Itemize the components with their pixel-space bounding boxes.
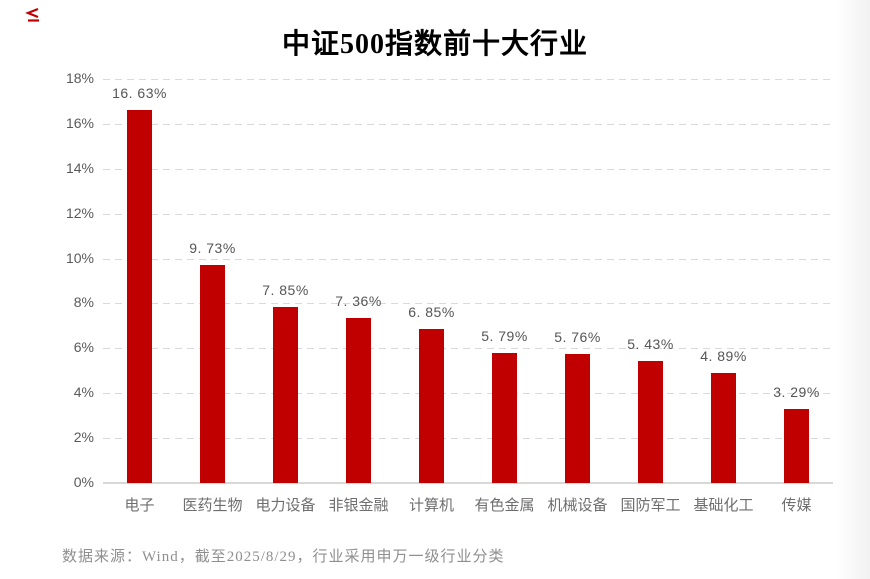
category-label: 非银金融 (328, 498, 389, 514)
gridline (103, 79, 833, 80)
bar-value-label: 4. 89% (700, 348, 747, 365)
bar-value-label: 16. 63% (112, 84, 167, 101)
gridline (103, 258, 833, 260)
category-label: 国防军工 (620, 498, 681, 514)
gridline (103, 348, 833, 350)
x-axis-baseline (103, 482, 833, 484)
category-label: 传媒 (781, 498, 812, 514)
bar-value-label: 5. 43% (627, 336, 674, 353)
bar (565, 353, 590, 483)
bar (711, 373, 736, 483)
y-axis-tick-label: 10% (65, 249, 94, 266)
bar-value-label: 9. 73% (189, 239, 236, 256)
category-label: 电力设备 (255, 498, 316, 514)
y-axis-tick-label: 6% (73, 339, 94, 356)
gridline (103, 123, 833, 125)
y-axis-tick-label: 4% (73, 384, 94, 401)
bar-value-label: 5. 76% (554, 328, 601, 345)
bar (638, 361, 663, 483)
bar-value-label: 3. 29% (773, 384, 820, 401)
bar (273, 306, 298, 483)
category-label: 电子 (124, 498, 155, 514)
bar (127, 109, 152, 483)
bar-value-label: 5. 79% (481, 328, 528, 345)
gridline (103, 168, 833, 170)
bar (784, 409, 809, 483)
y-axis-tick-label: 2% (73, 429, 94, 446)
chart-title: 中证500指数前十大行业 (281, 29, 588, 60)
y-axis-tick-label: 12% (65, 204, 94, 221)
bar-value-label: 7. 36% (335, 292, 382, 309)
y-axis-tick-label: 18% (65, 70, 94, 86)
gridline (103, 393, 833, 395)
category-label: 基础化工 (693, 498, 754, 514)
plot-area: 16. 63% 9. 73% 7. 85% 7. 36% 6. 85% 5. 79% 5. … (103, 79, 833, 484)
bar (346, 317, 371, 483)
red-corner-mark-icon (24, 7, 42, 22)
bar-value-label: 7. 85% (262, 281, 309, 298)
bar (419, 329, 444, 483)
y-axis-tick-label: 8% (73, 294, 94, 311)
y-axis-tick-label: 16% (65, 114, 94, 131)
gridline (103, 438, 833, 440)
bar-value-label: 6. 85% (408, 304, 455, 321)
source-note: 数据来源：Wind，截至2025/8/29，行业采用申万一级行业分类 (62, 549, 505, 565)
category-label: 计算机 (408, 498, 455, 514)
bar (492, 353, 517, 483)
gridline (103, 213, 833, 215)
category-label: 有色金属 (474, 498, 535, 514)
category-label: 医药生物 (182, 498, 243, 514)
category-label: 机械设备 (547, 498, 608, 514)
gridline (103, 303, 833, 305)
y-axis-tick-label: 14% (65, 159, 94, 176)
y-axis-tick-label: 0% (73, 474, 94, 490)
bar (200, 264, 225, 483)
